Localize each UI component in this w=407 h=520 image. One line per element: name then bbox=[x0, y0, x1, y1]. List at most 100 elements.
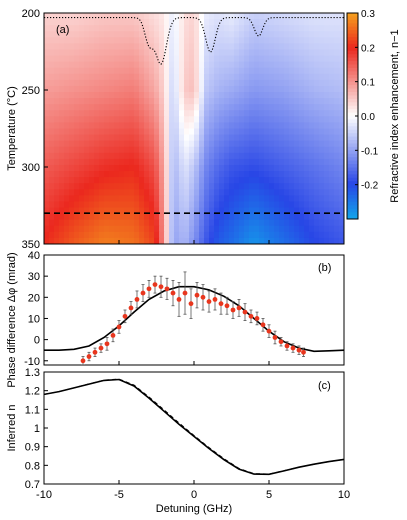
heatmap-cell bbox=[59, 98, 65, 105]
heatmap-cell bbox=[209, 85, 215, 93]
heatmap-cell bbox=[64, 37, 70, 44]
heatmap-cell bbox=[189, 67, 195, 75]
heatmap-cell bbox=[69, 104, 75, 111]
heatmap-cell bbox=[184, 231, 190, 239]
heatmap-cell bbox=[319, 201, 325, 209]
heatmap-cell bbox=[74, 225, 80, 233]
heatmap-cell bbox=[269, 19, 275, 26]
heatmap-cell bbox=[69, 140, 75, 148]
heatmap-cell bbox=[139, 55, 145, 63]
heatmap-cell bbox=[124, 25, 130, 32]
heatmap-cell bbox=[104, 237, 110, 244]
heatmap-cell bbox=[234, 116, 240, 124]
heatmap-cell bbox=[339, 158, 344, 166]
heatmap-cell bbox=[229, 177, 235, 184]
heatmap-cell bbox=[284, 43, 290, 51]
heatmap-cell bbox=[199, 195, 205, 203]
heatmap-cell bbox=[294, 231, 300, 239]
heatmap-cell bbox=[284, 140, 290, 148]
heatmap-cell bbox=[154, 128, 160, 136]
heatmap-cell bbox=[79, 13, 85, 20]
heatmap-cell bbox=[44, 189, 50, 196]
heatmap-cell bbox=[249, 171, 255, 178]
y-tick-label: 200 bbox=[22, 8, 40, 20]
heatmap-cell bbox=[314, 79, 320, 87]
heatmap-cell bbox=[294, 189, 300, 196]
heatmap-cell bbox=[209, 231, 215, 239]
heatmap-cell bbox=[144, 225, 150, 233]
heatmap-cell bbox=[64, 73, 70, 81]
heatmap-cell bbox=[94, 55, 100, 63]
heatmap-cell bbox=[304, 31, 310, 38]
heatmap-cell bbox=[129, 189, 135, 196]
heatmap-cell bbox=[264, 189, 270, 196]
heatmap-cell bbox=[99, 128, 105, 136]
heatmap-cell bbox=[209, 116, 215, 124]
heatmap-cell bbox=[219, 158, 225, 166]
heatmap-cell bbox=[249, 13, 255, 20]
heatmap-cell bbox=[319, 195, 325, 203]
heatmap-cell bbox=[119, 79, 125, 87]
heatmap-cell bbox=[229, 67, 235, 75]
x-tick-label: 0 bbox=[191, 489, 197, 501]
heatmap-cell bbox=[249, 158, 255, 166]
heatmap-cell bbox=[264, 225, 270, 233]
heatmap-cell bbox=[149, 195, 155, 203]
heatmap-cell bbox=[74, 98, 80, 105]
heatmap-cell bbox=[284, 164, 290, 172]
heatmap-cell bbox=[184, 225, 190, 233]
y-tick-label: 300 bbox=[22, 162, 40, 174]
heatmap-cell bbox=[174, 219, 180, 227]
heatmap-cell bbox=[179, 152, 185, 160]
heatmap-cell bbox=[124, 116, 130, 124]
heatmap-cell bbox=[79, 19, 85, 26]
heatmap-cell bbox=[244, 122, 250, 130]
heatmap-cell bbox=[99, 134, 105, 142]
heatmap-cell bbox=[89, 25, 95, 32]
heatmap-cell bbox=[274, 195, 280, 203]
heatmap-cell bbox=[339, 31, 344, 38]
heatmap-cell bbox=[114, 164, 120, 172]
heatmap-cell bbox=[234, 231, 240, 239]
heatmap-cell bbox=[249, 79, 255, 87]
heatmap-cell bbox=[49, 158, 55, 166]
heatmap-cell bbox=[259, 207, 265, 215]
heatmap-cell bbox=[164, 37, 170, 44]
data-point bbox=[122, 313, 128, 319]
heatmap-cell bbox=[134, 55, 140, 63]
heatmap-cell bbox=[309, 25, 315, 32]
heatmap-cell bbox=[294, 92, 300, 99]
heatmap-cell bbox=[189, 31, 195, 38]
heatmap-cell bbox=[119, 213, 125, 221]
heatmap-cell bbox=[214, 213, 220, 221]
heatmap-cell bbox=[224, 92, 230, 99]
heatmap-cell bbox=[84, 164, 90, 172]
heatmap-cell bbox=[194, 116, 200, 124]
heatmap-cell bbox=[114, 73, 120, 81]
heatmap-cell bbox=[219, 92, 225, 99]
heatmap-cell bbox=[124, 104, 130, 111]
heatmap-cell bbox=[224, 158, 230, 166]
heatmap-cell bbox=[114, 195, 120, 203]
heatmap-cell bbox=[119, 110, 125, 117]
heatmap-cell bbox=[309, 237, 315, 244]
heatmap-cell bbox=[189, 177, 195, 184]
data-point bbox=[301, 349, 306, 355]
heatmap-cell bbox=[109, 13, 115, 20]
heatmap-cell bbox=[284, 98, 290, 105]
heatmap-cell bbox=[259, 110, 265, 117]
heatmap-cell bbox=[79, 231, 85, 239]
data-point bbox=[116, 324, 122, 330]
heatmap-cell bbox=[189, 213, 195, 221]
heatmap-cell bbox=[89, 189, 95, 196]
heatmap-cell bbox=[289, 110, 295, 117]
heatmap-cell bbox=[89, 152, 95, 160]
heatmap-cell bbox=[89, 231, 95, 239]
y-tick-label: 30 bbox=[28, 271, 40, 283]
heatmap-cell bbox=[254, 213, 260, 221]
heatmap-cell bbox=[79, 152, 85, 160]
colorbar-segment bbox=[347, 201, 358, 206]
heatmap-cell bbox=[124, 164, 130, 172]
heatmap-cell bbox=[229, 73, 235, 81]
heatmap-cell bbox=[239, 207, 245, 215]
